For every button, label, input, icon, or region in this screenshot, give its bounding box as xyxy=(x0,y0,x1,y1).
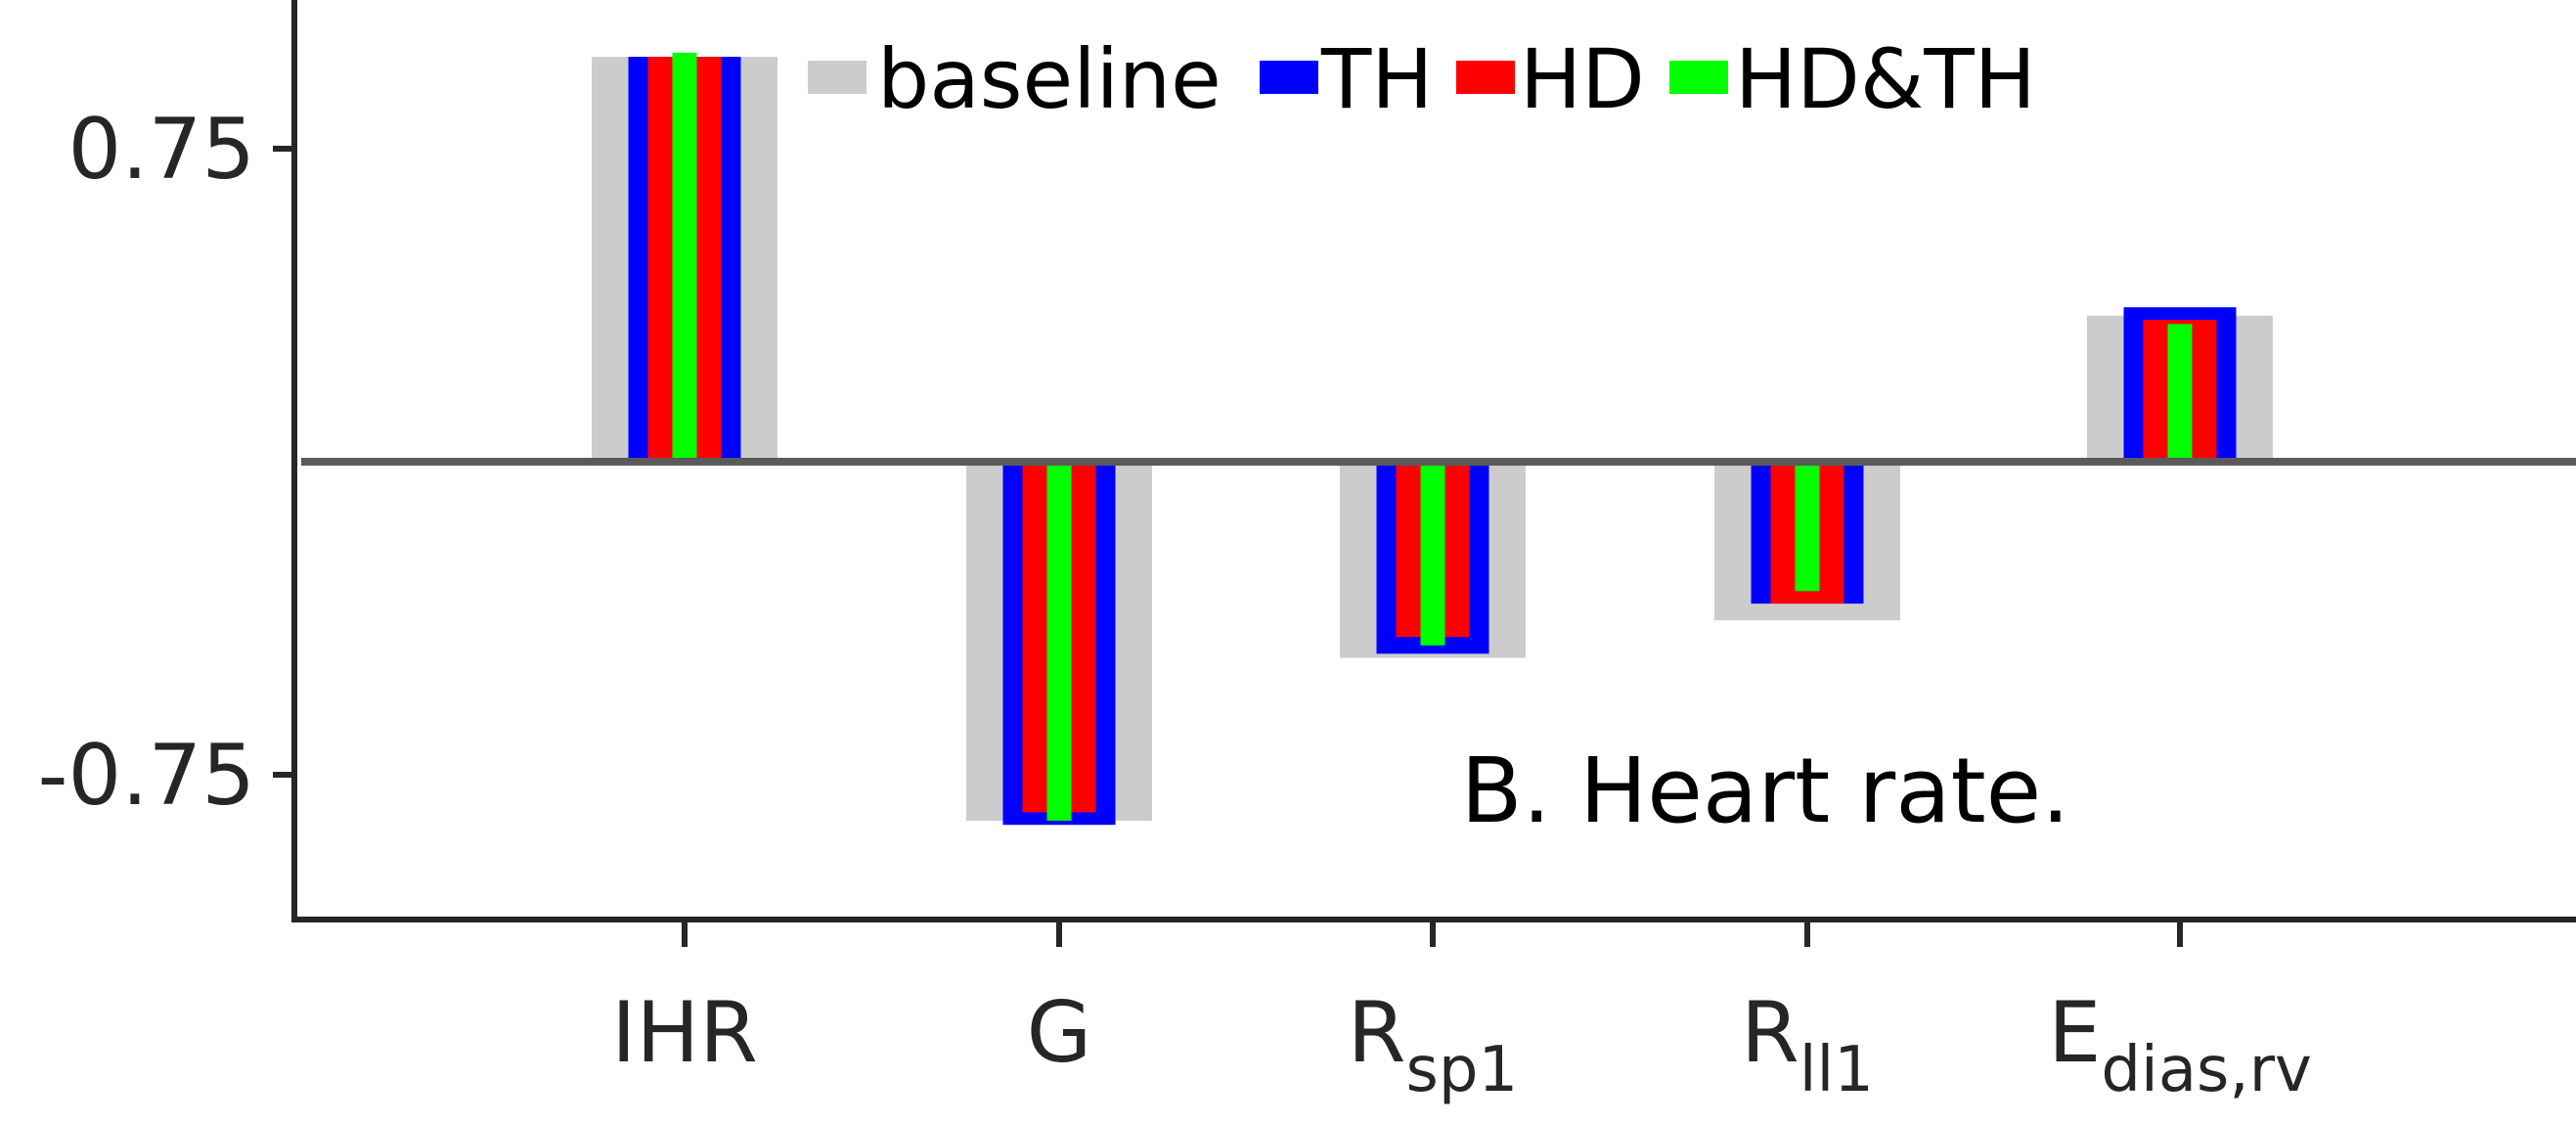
bars-layer xyxy=(592,52,2273,826)
legend-label-0: baseline xyxy=(877,31,1221,127)
legend: baseline TH HD HD&TH xyxy=(808,31,2036,127)
x-tick-label: Rll1 xyxy=(1741,984,1874,1106)
bar-hd-th-4 xyxy=(2167,324,2193,462)
x-tick-subscript: ll1 xyxy=(1799,1034,1874,1106)
legend-label-3: HD&TH xyxy=(1735,31,2036,127)
bar-hd-th-1 xyxy=(1046,462,1072,821)
x-tick-main: E xyxy=(2048,984,2101,1082)
x-ticks: IHR G Rsp1 Rll1 Edias,rv xyxy=(611,920,2312,1106)
legend-swatch-2 xyxy=(1456,61,1515,94)
x-tick-label: G xyxy=(1027,984,1092,1082)
y-ticks: 0.75 -0.75 xyxy=(37,101,294,825)
x-tick-subscript: dias,rv xyxy=(2101,1034,2312,1106)
x-tick-main: G xyxy=(1027,984,1092,1082)
bar-hd-th-2 xyxy=(1420,462,1445,646)
bar-hd-th-0 xyxy=(672,52,697,462)
legend-label-1: TH xyxy=(1320,31,1433,127)
y-tick-label: -0.75 xyxy=(37,727,255,825)
x-tick-main: R xyxy=(1741,984,1799,1082)
x-tick-subscript: sp1 xyxy=(1406,1034,1519,1106)
bar-hd-th-3 xyxy=(1795,462,1820,592)
y-tick-label: 0.75 xyxy=(68,101,255,199)
legend-swatch-3 xyxy=(1669,61,1728,94)
x-tick-label: Edias,rv xyxy=(2048,984,2312,1106)
legend-swatch-0 xyxy=(808,61,866,94)
x-tick-main: R xyxy=(1348,984,1406,1082)
x-tick-main: IHR xyxy=(611,984,758,1082)
x-tick-label: IHR xyxy=(611,984,758,1082)
chart-annotation: B. Heart rate. xyxy=(1460,739,2069,843)
x-tick-label: Rsp1 xyxy=(1348,984,1518,1106)
legend-label-2: HD xyxy=(1520,31,1645,127)
legend-swatch-1 xyxy=(1260,61,1318,94)
